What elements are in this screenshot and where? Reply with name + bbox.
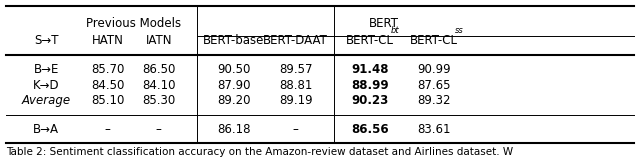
Text: S→T: S→T — [34, 34, 58, 47]
Text: 90.50: 90.50 — [217, 63, 250, 76]
Text: 91.48: 91.48 — [351, 63, 388, 76]
Text: 84.10: 84.10 — [142, 79, 175, 92]
Text: Average: Average — [22, 94, 70, 107]
Text: 87.90: 87.90 — [217, 79, 250, 92]
Text: 85.30: 85.30 — [142, 94, 175, 107]
Text: IATN: IATN — [145, 34, 172, 47]
Text: –: – — [292, 123, 299, 136]
Text: bt: bt — [391, 26, 399, 35]
Text: 85.10: 85.10 — [91, 94, 124, 107]
Text: –: – — [156, 123, 162, 136]
Text: 90.23: 90.23 — [351, 94, 388, 107]
Text: ss: ss — [455, 26, 464, 35]
Text: 90.99: 90.99 — [417, 63, 451, 76]
Text: 88.99: 88.99 — [351, 79, 388, 92]
Text: BERT-base: BERT-base — [203, 34, 264, 47]
Text: 89.57: 89.57 — [279, 63, 312, 76]
Text: 84.50: 84.50 — [91, 79, 124, 92]
Text: 83.61: 83.61 — [417, 123, 451, 136]
Text: B→A: B→A — [33, 123, 59, 136]
Text: K→D: K→D — [33, 79, 60, 92]
Text: 89.20: 89.20 — [217, 94, 250, 107]
Text: 87.65: 87.65 — [417, 79, 451, 92]
Text: Previous Models: Previous Models — [86, 17, 180, 30]
Text: –: – — [104, 123, 111, 136]
Text: Table 2: Sentiment classification accuracy on the Amazon-review dataset and Airl: Table 2: Sentiment classification accura… — [6, 147, 513, 157]
Text: HATN: HATN — [92, 34, 124, 47]
Text: 89.19: 89.19 — [279, 94, 312, 107]
Text: 85.70: 85.70 — [91, 63, 124, 76]
Text: BERT-CL: BERT-CL — [410, 34, 458, 47]
Text: BERT: BERT — [369, 17, 399, 30]
Text: BERT-DAAT: BERT-DAAT — [263, 34, 328, 47]
Text: 86.18: 86.18 — [217, 123, 250, 136]
Text: BERT-CL: BERT-CL — [346, 34, 394, 47]
Text: 88.81: 88.81 — [279, 79, 312, 92]
Text: 89.32: 89.32 — [417, 94, 451, 107]
Text: 86.56: 86.56 — [351, 123, 388, 136]
Text: B→E: B→E — [33, 63, 59, 76]
Text: 86.50: 86.50 — [142, 63, 175, 76]
